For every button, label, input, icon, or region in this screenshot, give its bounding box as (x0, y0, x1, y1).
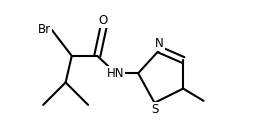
Text: O: O (99, 14, 108, 27)
Text: HN: HN (107, 67, 125, 80)
Text: Br: Br (38, 23, 51, 36)
Text: N: N (155, 37, 164, 50)
Text: S: S (151, 103, 158, 116)
